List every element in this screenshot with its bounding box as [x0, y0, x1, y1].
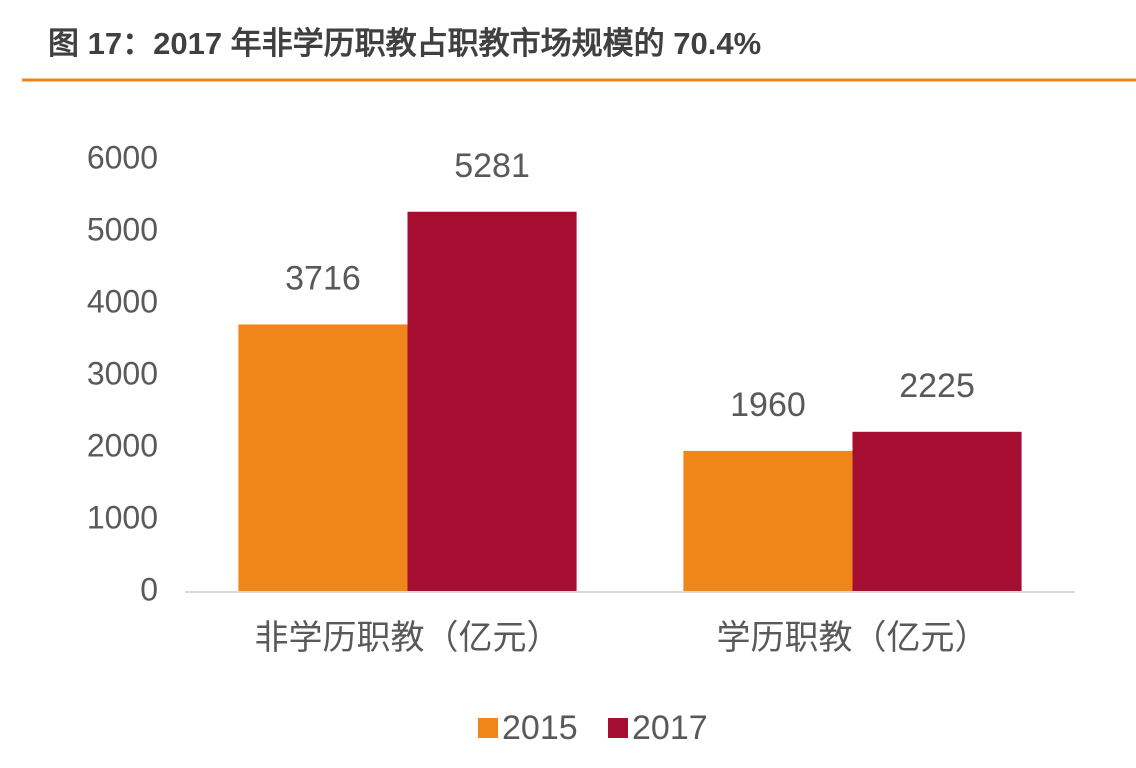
legend-label: 2015: [502, 709, 578, 747]
data-label: 5281: [454, 147, 530, 185]
y-tick-label: 5000: [87, 211, 158, 247]
y-tick-label: 4000: [87, 283, 158, 319]
data-label: 2225: [899, 367, 975, 405]
y-tick-label: 0: [140, 571, 158, 607]
bar: [407, 211, 577, 592]
chart-title: 图 17：2017 年非学历职教占职教市场规模的 70.4%: [48, 26, 761, 61]
x-tick-label: 学历职教（亿元）: [717, 619, 989, 657]
bar: [238, 324, 408, 592]
data-label: 1960: [730, 386, 806, 424]
data-label: 3716: [285, 259, 361, 297]
bar: [683, 450, 853, 592]
x-tick-label: 非学历职教（亿元）: [255, 619, 561, 657]
bar: [852, 431, 1022, 592]
y-tick-label: 3000: [87, 355, 158, 391]
legend-swatch: [608, 718, 628, 738]
legend-label: 2017: [632, 709, 708, 747]
y-tick-label: 1000: [87, 499, 158, 535]
y-tick-label: 6000: [87, 139, 158, 175]
y-tick-label: 2000: [87, 427, 158, 463]
legend-swatch: [478, 718, 498, 738]
